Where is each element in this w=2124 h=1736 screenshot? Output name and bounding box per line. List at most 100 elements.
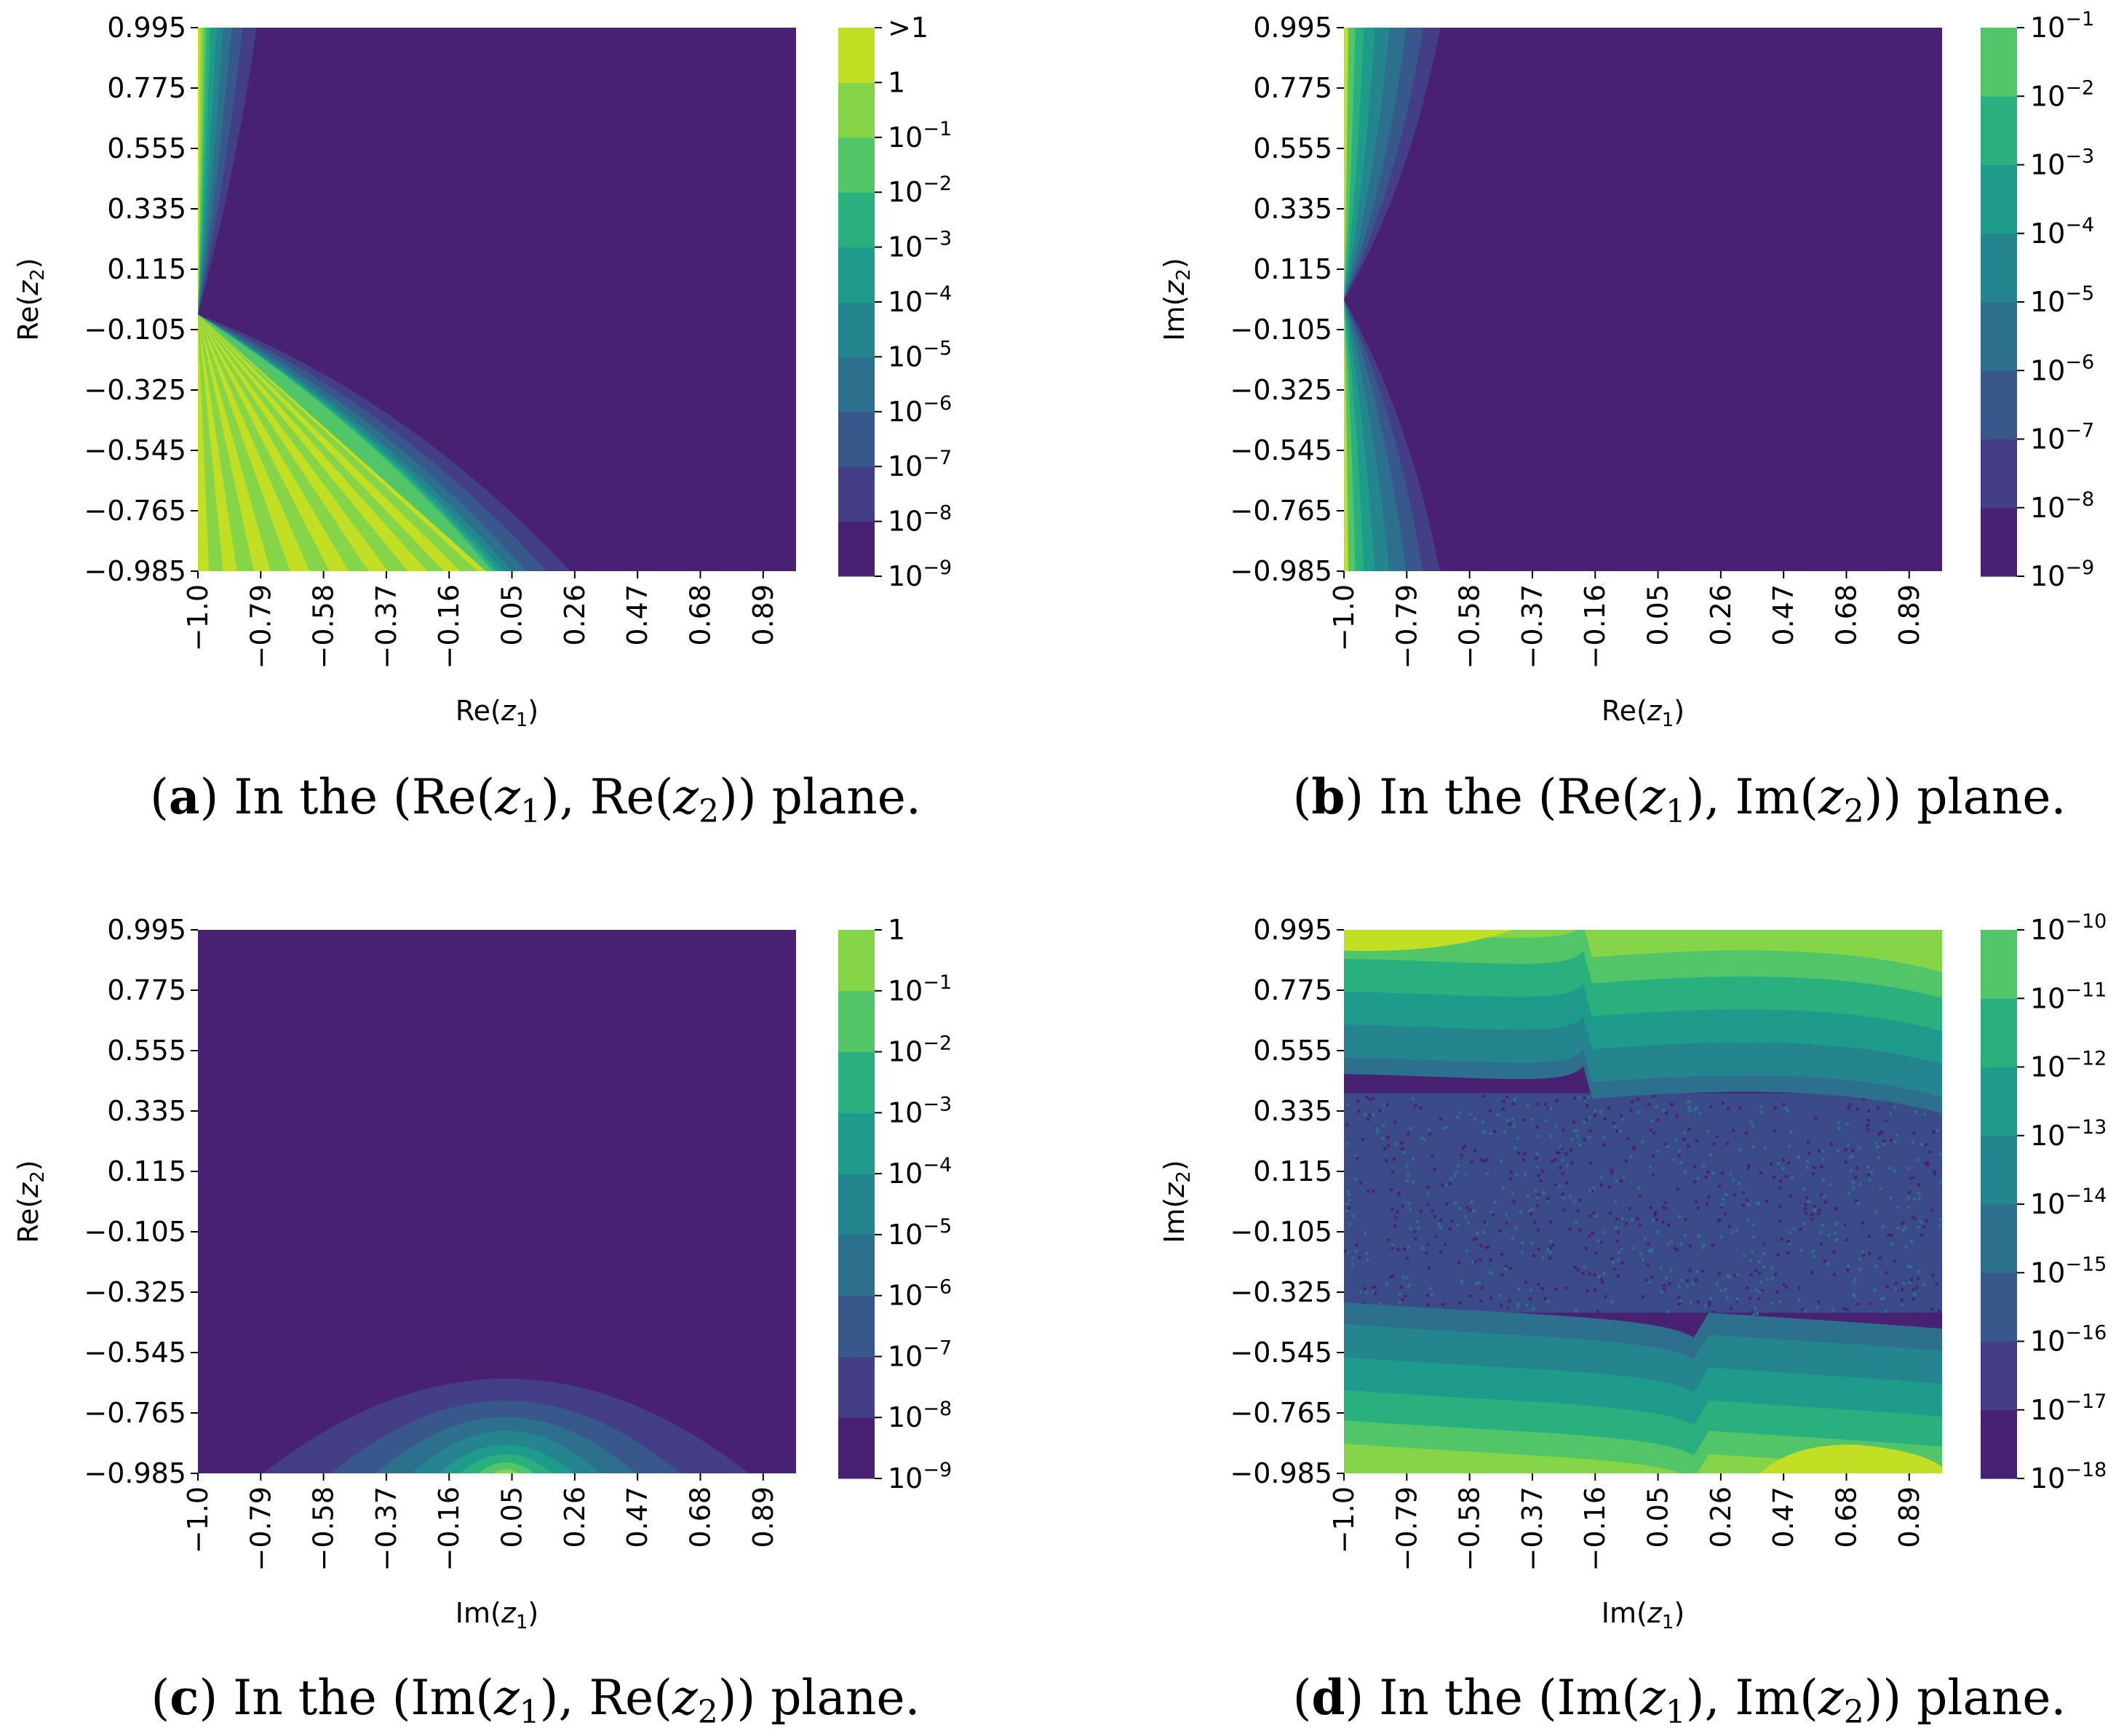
noise-speck: [1639, 1252, 1642, 1256]
noise-speck: [1549, 1239, 1552, 1243]
noise-speck: [1862, 1097, 1866, 1101]
noise-speck: [1754, 1269, 1758, 1272]
noise-speck: [1463, 1144, 1466, 1147]
noise-speck: [1345, 1142, 1349, 1145]
noise-speck: [1889, 1112, 1893, 1115]
noise-speck: [1460, 1154, 1463, 1158]
plot-area-b: [1344, 28, 1942, 571]
noise-speck: [1655, 1218, 1658, 1222]
noise-speck: [1617, 1230, 1620, 1234]
noise-speck: [1648, 1281, 1652, 1284]
noise-speck: [1482, 1159, 1486, 1163]
colorbar-segment: [1981, 1409, 2017, 1479]
noise-speck: [1541, 1169, 1545, 1173]
noise-speck: [1624, 1159, 1628, 1163]
noise-speck: [1444, 1126, 1448, 1129]
noise-speck: [1866, 1118, 1870, 1122]
x-tick-label: −0.16: [433, 584, 465, 669]
noise-speck: [1464, 1172, 1468, 1176]
noise-speck: [1365, 1096, 1369, 1099]
noise-speck: [1765, 1200, 1768, 1203]
noise-speck: [1439, 1117, 1442, 1120]
noise-speck: [1458, 1111, 1462, 1115]
noise-speck: [1807, 1140, 1810, 1144]
noise-speck: [1391, 1243, 1395, 1247]
noise-speck: [1344, 1249, 1347, 1253]
noise-speck: [1721, 1171, 1725, 1175]
noise-speck: [1394, 1216, 1398, 1219]
noise-speck: [1789, 1131, 1793, 1134]
noise-speck: [1773, 1129, 1776, 1133]
noise-speck: [1913, 1292, 1917, 1296]
noise-speck: [1610, 1257, 1614, 1261]
noise-speck: [1732, 1129, 1735, 1132]
y-tick-label: −0.545: [1230, 1337, 1332, 1369]
noise-speck: [1928, 1150, 1932, 1154]
noise-speck: [1652, 1173, 1655, 1176]
noise-speck: [1551, 1160, 1554, 1163]
noise-speck: [1711, 1310, 1715, 1314]
noise-speck: [1832, 1250, 1836, 1254]
noise-speck: [1387, 1238, 1391, 1242]
y-tick-label: −0.105: [84, 1216, 186, 1248]
noise-speck: [1554, 1183, 1557, 1187]
noise-speck: [1791, 1176, 1794, 1180]
y-tick-label: −0.765: [1230, 1397, 1332, 1429]
noise-speck: [1351, 1262, 1354, 1266]
noise-speck: [1568, 1195, 1572, 1198]
noise-speck: [1437, 1222, 1441, 1226]
colorbar-tick-label: 10−4: [2030, 214, 2094, 250]
noise-speck: [1636, 1097, 1640, 1101]
noise-speck: [1389, 1275, 1393, 1278]
noise-speck: [1933, 1170, 1936, 1174]
noise-speck: [1694, 1278, 1698, 1282]
noise-speck: [1820, 1150, 1823, 1153]
noise-speck: [1738, 1182, 1741, 1184]
noise-speck: [1723, 1212, 1727, 1216]
noise-speck: [1677, 1149, 1681, 1152]
noise-speck: [1420, 1246, 1424, 1250]
noise-speck: [1488, 1109, 1492, 1112]
noise-speck: [1594, 1251, 1598, 1255]
noise-speck: [1554, 1125, 1557, 1128]
noise-speck: [1575, 1220, 1578, 1224]
noise-speck: [1853, 1278, 1857, 1281]
noise-speck: [1474, 1237, 1478, 1241]
noise-speck: [1846, 1268, 1849, 1272]
noise-speck: [1456, 1224, 1460, 1227]
noise-speck: [1536, 1204, 1539, 1207]
noise-speck: [1460, 1281, 1464, 1284]
noise-speck: [1527, 1209, 1531, 1213]
noise-speck: [1751, 1313, 1755, 1316]
colorbar-tick-label: 10−1: [888, 118, 952, 154]
noise-speck: [1524, 1281, 1527, 1284]
noise-speck: [1476, 1231, 1479, 1235]
noise-speck: [1786, 1251, 1790, 1254]
noise-speck: [1779, 1179, 1782, 1182]
colorbar-tick-label: 10−4: [888, 1154, 952, 1190]
noise-speck: [1548, 1251, 1551, 1254]
noise-speck: [1351, 1257, 1354, 1260]
noise-speck: [1652, 1154, 1655, 1158]
y-tick-label: −0.545: [1230, 434, 1332, 466]
noise-speck: [1526, 1104, 1530, 1107]
noise-speck: [1583, 1099, 1587, 1102]
noise-speck: [1923, 1162, 1927, 1165]
x-tick-label: 0.26: [1705, 584, 1737, 646]
x-tick-label: 0.68: [1830, 1486, 1862, 1548]
subplot-d: 0.995 0.775 0.555 0.335 0.115 −0.105 −0.325 −0.…: [1158, 910, 2107, 1731]
colorbar-tick-label: 1: [888, 914, 905, 946]
noise-speck: [1894, 1281, 1898, 1285]
noise-speck: [1615, 1239, 1619, 1243]
noise-speck: [1656, 1230, 1660, 1233]
noise-speck: [1395, 1142, 1399, 1146]
noise-speck: [1654, 1211, 1658, 1214]
x-tick-label: 0.89: [747, 584, 779, 646]
x-tick-label: 0.89: [1893, 584, 1925, 646]
y-tick-label: 0.115: [107, 253, 186, 285]
noise-speck: [1732, 1178, 1735, 1182]
noise-speck: [1867, 1235, 1871, 1238]
noise-speck: [1508, 1299, 1511, 1302]
noise-speck: [1786, 1107, 1789, 1111]
noise-speck: [1777, 1162, 1781, 1166]
